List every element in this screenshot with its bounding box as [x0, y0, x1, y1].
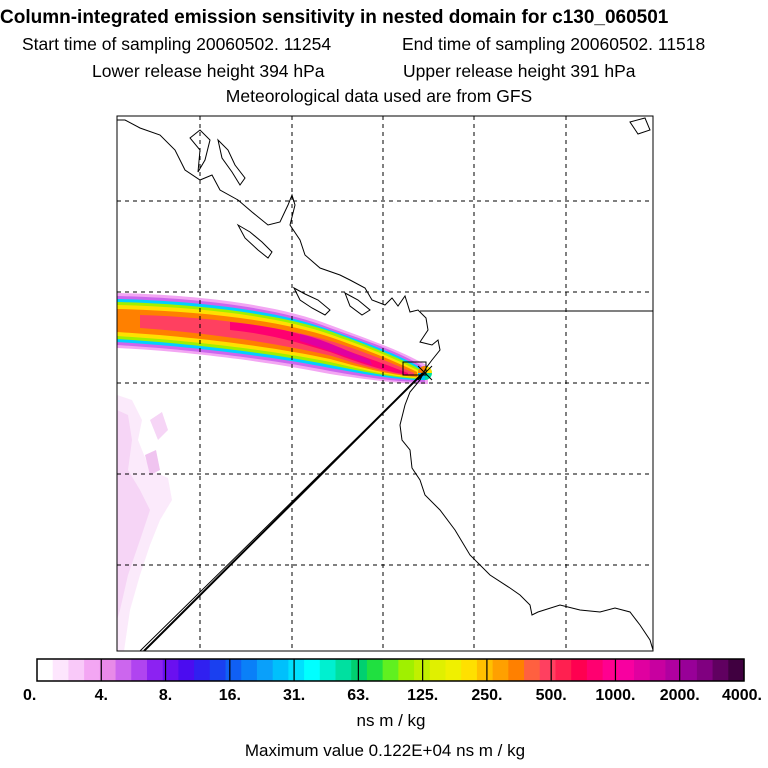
colorbar: 0. 4. 8. 16. 31. 63. 125. 250. 500. 1000. 2000. 400… — [23, 658, 762, 704]
colorbar-cell — [241, 659, 258, 681]
colorbar-cell — [508, 659, 525, 681]
colorbar-cell — [351, 659, 368, 681]
colorbar-cell — [335, 659, 352, 681]
colorbar-cell — [272, 659, 289, 681]
low-sensitivity-field — [117, 395, 172, 651]
met-data-note: Meteorological data used are from GFS — [225, 86, 533, 106]
colorbar-cell — [492, 659, 509, 681]
colorbar-cell — [555, 659, 572, 681]
colorbar-cell — [146, 659, 164, 681]
colorbar-cell — [225, 659, 242, 681]
colorbar-tick-label: 63. — [347, 687, 369, 704]
trajectory-line — [143, 372, 424, 651]
colorbar-cell — [68, 659, 85, 681]
colorbar-cell — [571, 659, 588, 681]
colorbar-cell — [539, 659, 557, 681]
colorbar-cell — [304, 659, 321, 681]
end-time-label: End time of sampling 20060502. 11518 — [402, 34, 705, 55]
colorbar-cell — [461, 659, 478, 681]
colorbar-cell — [634, 659, 651, 681]
colorbar-tick-label: 4000. — [722, 687, 762, 704]
map-frame — [116, 115, 654, 652]
colorbar-cell — [728, 659, 745, 681]
lat-lon-grid — [117, 116, 653, 651]
colorbar-cell — [712, 659, 729, 681]
colorbar-cell — [429, 659, 447, 681]
colorbar-cell — [52, 659, 70, 681]
chart-title: Column-integrated emission sensitivity i… — [0, 7, 669, 28]
colorbar-unit-label: ns m / kg — [356, 711, 426, 730]
upper-release-value: 391 hPa — [570, 61, 636, 81]
colorbar-cell — [115, 659, 132, 681]
lower-release-text: Lower release height — [92, 61, 255, 81]
max-value-number: 0.122E+04 — [368, 741, 452, 760]
colorbar-tick-label: 0. — [23, 687, 36, 704]
plume — [117, 293, 428, 384]
end-time-value: 20060502. 11518 — [570, 34, 706, 54]
colorbar-cell — [445, 659, 462, 681]
colorbar-tick-label: 16. — [219, 687, 241, 704]
colorbar-tick-label: 4. — [95, 687, 108, 704]
upper-release-label: Upper release height 391 hPa — [403, 61, 636, 82]
lower-release-label: Lower release height 394 hPa — [92, 61, 325, 82]
colorbar-cell — [99, 659, 117, 681]
colorbar-cell — [649, 659, 667, 681]
colorbar-cell — [256, 659, 274, 681]
colorbar-tick-label: 250. — [471, 687, 502, 704]
upper-release-text: Upper release height — [403, 61, 566, 81]
map-area — [117, 116, 653, 651]
colorbar-frame — [36, 658, 745, 682]
colorbar-tick-label: 500. — [536, 687, 567, 704]
colorbar-cell — [288, 659, 305, 681]
colorbar-cell — [84, 659, 101, 681]
start-time-text: Start time of sampling — [22, 34, 192, 54]
colorbar-cell — [382, 659, 399, 681]
start-time-label: Start time of sampling 20060502. 11254 — [22, 34, 331, 55]
max-value-unit: ns m / kg — [456, 741, 526, 760]
colorbar-cell — [681, 659, 698, 681]
end-time-text: End time of sampling — [402, 34, 566, 54]
maximum-value-label: Maximum value 0.122E+04 ns m / kg — [0, 741, 768, 761]
colorbar-cell — [366, 659, 384, 681]
colorbar-cell — [586, 659, 604, 681]
colorbar-tick-label: 1000. — [595, 687, 635, 704]
receptor-marker — [402, 361, 433, 381]
colorbar-cell — [209, 659, 227, 681]
colorbar-cell — [696, 659, 714, 681]
colorbar-cell — [618, 659, 635, 681]
colorbar-cell — [131, 659, 148, 681]
colorbar-cell — [476, 659, 494, 681]
colorbar-cell — [37, 659, 54, 681]
max-value-text: Maximum value — [244, 741, 364, 760]
colorbar-cell — [319, 659, 337, 681]
colorbar-cell — [194, 659, 211, 681]
colorbar-tick-label: 8. — [159, 687, 172, 704]
colorbar-tick-label: 125. — [407, 687, 438, 704]
start-time-value: 20060502. 11254 — [196, 34, 332, 54]
colorbar-cell — [602, 659, 619, 681]
lower-release-value: 394 hPa — [259, 61, 325, 81]
colorbar-cell — [178, 659, 195, 681]
coastline — [117, 117, 653, 651]
colorbar-cell — [398, 659, 415, 681]
colorbar-cell — [524, 659, 541, 681]
colorbar-tick-label: 31. — [283, 687, 305, 704]
colorbar-cell — [665, 659, 682, 681]
colorbar-cell — [162, 659, 179, 681]
colorbar-tick-label: 2000. — [660, 687, 700, 704]
